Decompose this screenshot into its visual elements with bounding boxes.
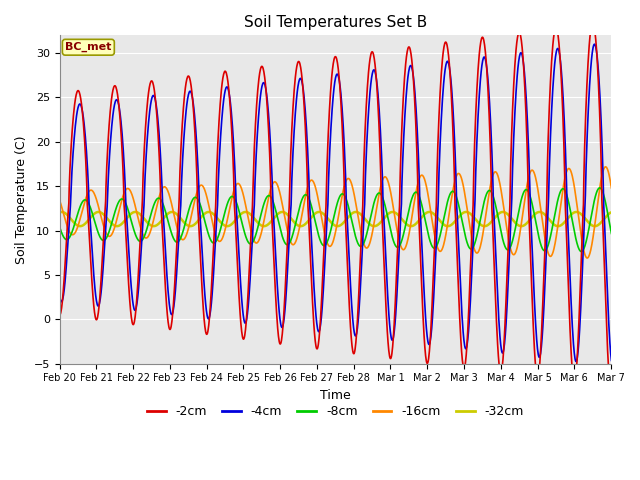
Title: Soil Temperatures Set B: Soil Temperatures Set B: [244, 15, 427, 30]
X-axis label: Time: Time: [320, 389, 351, 402]
Legend: -2cm, -4cm, -8cm, -16cm, -32cm: -2cm, -4cm, -8cm, -16cm, -32cm: [142, 400, 529, 423]
Text: BC_met: BC_met: [65, 42, 111, 52]
Y-axis label: Soil Temperature (C): Soil Temperature (C): [15, 135, 28, 264]
